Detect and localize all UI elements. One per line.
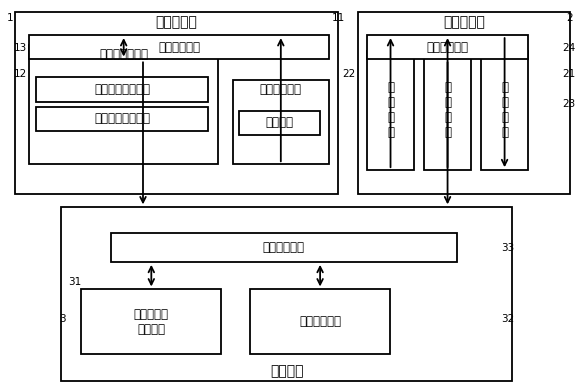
Bar [250, 289, 390, 354]
Bar [233, 80, 329, 164]
Text: 拍
摄
模
块: 拍 摄 模 块 [387, 81, 394, 140]
Text: 12: 12 [14, 69, 27, 79]
Bar [61, 207, 512, 381]
Bar [36, 107, 208, 131]
Text: 传感器组: 传感器组 [265, 116, 293, 129]
Text: 云端系统: 云端系统 [270, 364, 303, 378]
Bar [367, 35, 528, 59]
Bar [481, 51, 528, 170]
Text: 22: 22 [343, 69, 356, 79]
Text: 中心工作站: 中心工作站 [155, 15, 197, 29]
Bar [29, 45, 218, 164]
Text: 显
示
模
块: 显 示 模 块 [501, 81, 508, 140]
Bar [36, 77, 208, 102]
Bar [367, 51, 414, 170]
Text: 3: 3 [59, 314, 66, 324]
Text: 2: 2 [566, 13, 573, 23]
Text: 21: 21 [563, 69, 576, 79]
Text: 智能用户端: 智能用户端 [443, 15, 485, 29]
Text: 24: 24 [563, 43, 576, 53]
Text: 13: 13 [14, 43, 27, 53]
Text: 数据传输模块: 数据传输模块 [427, 41, 469, 54]
Text: 农作物营养中心: 农作物营养中心 [99, 48, 148, 61]
Bar [29, 35, 329, 59]
Bar [81, 289, 221, 354]
Text: 23: 23 [563, 99, 576, 109]
Text: 智能营养调配系统: 智能营养调配系统 [94, 112, 150, 126]
Bar [239, 111, 320, 135]
Text: 自动滴灌控制系统: 自动滴灌控制系统 [94, 83, 150, 96]
Bar [358, 12, 570, 194]
Text: 商
城
模
块: 商 城 模 块 [444, 81, 451, 140]
Text: 信息采集中心: 信息采集中心 [260, 83, 302, 96]
Text: 精准分析模块: 精准分析模块 [299, 315, 341, 328]
Text: 数据传输中心: 数据传输中心 [158, 41, 200, 54]
Text: 1: 1 [7, 13, 14, 23]
Text: 31: 31 [68, 276, 81, 287]
Text: 多模态信息
分析模块: 多模态信息 分析模块 [134, 308, 169, 335]
Text: 33: 33 [501, 243, 514, 253]
Bar [15, 12, 338, 194]
Text: 信息管理模块: 信息管理模块 [262, 241, 305, 254]
Text: 11: 11 [332, 13, 345, 23]
Bar [424, 51, 471, 170]
Bar [111, 233, 457, 262]
Text: 32: 32 [501, 314, 514, 324]
